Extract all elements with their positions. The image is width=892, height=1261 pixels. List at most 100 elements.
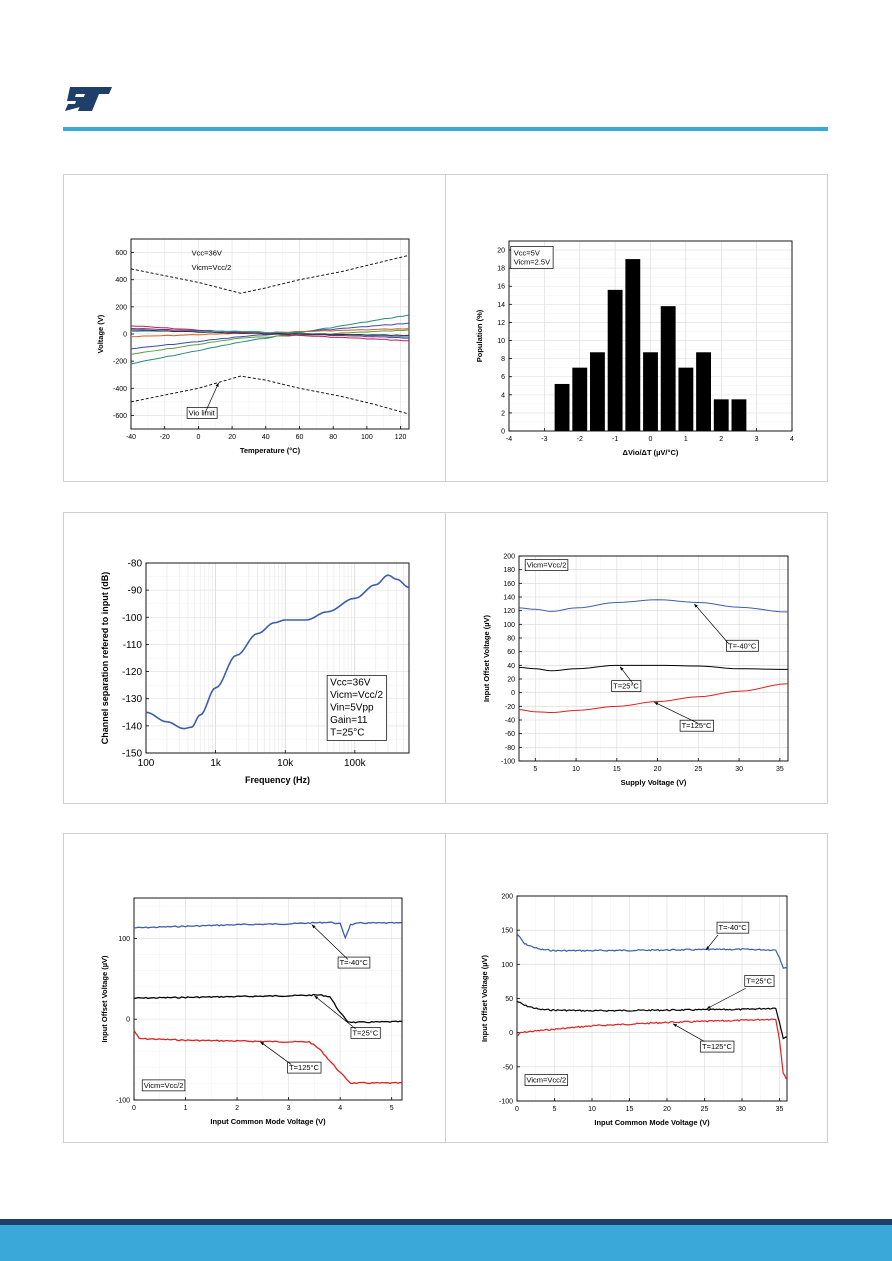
series-arrow-125	[672, 1023, 705, 1042]
x-tick-label: 25	[701, 1106, 709, 1113]
y-tick-label: 600	[115, 250, 127, 257]
footer-band-dark	[0, 1219, 892, 1225]
y-tick-label: 140	[503, 595, 515, 602]
vio-limit-lower	[130, 375, 410, 415]
y-axis-label: Channel separation refered to input (dB)	[100, 572, 110, 745]
x-tick-label: -40	[126, 434, 136, 441]
annotation-vicm-box	[524, 1074, 569, 1086]
series-label-125-box	[287, 1061, 322, 1074]
x-axis-label: ΔVio/ΔT (µV/°C)	[623, 448, 679, 457]
annotation-arrow-head	[215, 382, 219, 387]
x-tick-label: 3	[287, 1105, 291, 1112]
y-tick-label: 0	[509, 1030, 513, 1037]
x-tick-label: 15	[626, 1106, 634, 1113]
x-tick-label: 80	[329, 434, 337, 441]
x-tick-label: 100k	[344, 758, 367, 769]
x-tick-label: -4	[506, 436, 512, 443]
histogram-bar	[572, 367, 588, 431]
y-tick-label: 100	[503, 622, 515, 629]
header-rule	[63, 127, 828, 131]
histogram-bar	[554, 383, 570, 431]
series-arrow-25	[314, 995, 356, 1030]
y-axis-label: Input Offset Voltage (µV)	[480, 954, 489, 1042]
histogram-bar	[731, 399, 747, 431]
y-tick-label: 0	[126, 1017, 130, 1024]
x-tick-label: -1	[612, 436, 618, 443]
y-axis-label: Population (%)	[475, 309, 484, 362]
series-arrow-125	[260, 1041, 292, 1065]
data-series	[516, 933, 788, 969]
x-tick-label: 5	[533, 766, 537, 773]
y-axis-label: Input Offset Voltage (µV)	[100, 955, 109, 1043]
x-tick-label: 0	[196, 434, 200, 441]
annotation-arrow	[204, 382, 219, 413]
annotation-vio-limit-box	[186, 407, 218, 419]
chart-vio-vs-vicm-36v: 0 5 10 15 20 25 30 35 -100 -50 0 50 100 150 200 Input C…	[480, 894, 788, 1127]
histogram-bar	[625, 259, 641, 431]
y-tick-label: 160	[503, 581, 515, 588]
y-axis-label: Input Offset Voltage (µV)	[482, 614, 491, 702]
y-tick-label: -60	[505, 731, 515, 738]
x-tick-label: -3	[541, 436, 547, 443]
y-tick-label: 14	[497, 302, 505, 309]
annotation-vicm: Vicm=Vcc/2	[144, 1081, 184, 1090]
series-arrow-25	[706, 987, 746, 1010]
series-label-minus40: T=-40°C	[728, 641, 757, 650]
x-tick-label: 100	[138, 758, 155, 769]
x-tick-label: 0	[132, 1105, 136, 1112]
plot-frame	[133, 897, 403, 1101]
x-tick-label: 1k	[210, 758, 222, 769]
y-tick-label: 20	[507, 677, 515, 684]
annotation-conditions-box	[510, 246, 554, 269]
x-tick-label: 25	[694, 766, 702, 773]
x-tick-label: 3	[755, 436, 759, 443]
x-tick-label: 35	[776, 766, 784, 773]
annotation-vicm-box	[524, 559, 569, 571]
chart-vio-vs-supply: 5 10 15 20 25 30 35 -100 -80 -60 -40 -20 0 20 40 60 80 10…	[482, 554, 789, 787]
y-tick-label: 2	[501, 410, 505, 417]
x-tick-label: 15	[613, 766, 621, 773]
y-tick-label: -100	[499, 1099, 513, 1106]
data-series	[518, 599, 789, 613]
y-tick-label: 200	[115, 304, 127, 311]
series-label-minus40-box	[716, 921, 750, 934]
y-tick-label: -100	[122, 613, 142, 624]
y-tick-label: 150	[501, 928, 513, 935]
y-tick-label: 60	[507, 649, 515, 656]
series-label-125: T=125°C	[289, 1063, 319, 1072]
y-tick-label: -120	[122, 667, 142, 678]
y-tick-label: 10	[497, 338, 505, 345]
plot-frame	[145, 562, 410, 754]
histogram-bar	[678, 367, 694, 431]
series-arrow-25-head	[706, 1005, 711, 1009]
y-tick-label: 0	[501, 429, 505, 436]
data-series	[145, 574, 410, 730]
data-series	[130, 328, 410, 339]
y-tick-label: -130	[122, 694, 142, 705]
series-label-125-box	[679, 719, 714, 732]
y-tick-label: 12	[497, 320, 505, 327]
annotation-vicm-box	[141, 1079, 186, 1092]
panel-vio-vs-vicm-36v: 0 5 10 15 20 25 30 35 -100 -50 0 50 100 150 200 Input C…	[445, 833, 828, 1143]
series-arrow-25-head	[620, 666, 624, 671]
x-axis-label: Input Common Mode Voltage (V)	[210, 1117, 326, 1126]
x-axis-label: Temperature (°C)	[240, 446, 301, 455]
y-tick-label: 180	[503, 567, 515, 574]
y-tick-label: 80	[507, 636, 515, 643]
x-tick-label: -2	[577, 436, 583, 443]
annotation-vio-limit: Vio limit	[189, 408, 216, 417]
annotation-vicm: Vicm=Vcc/2	[527, 1076, 567, 1085]
annotation-conditions: Gain=11	[330, 715, 368, 726]
histogram-bar	[696, 352, 711, 431]
x-tick-label: 20	[663, 1106, 671, 1113]
plot-frame	[516, 895, 788, 1102]
y-tick-label: 100	[118, 936, 130, 943]
y-tick-label: 18	[497, 266, 505, 273]
x-axis-label: Frequency (Hz)	[245, 775, 310, 785]
y-tick-label: -20	[505, 704, 515, 711]
annotation-conditions: Vin=5Vpp	[330, 702, 374, 713]
y-tick-label: 0	[123, 332, 127, 339]
data-series	[518, 664, 789, 672]
panel-vio-vs-temp: -40 -20 0 20 40 60 80 100 120 -600 -400 -200 0 200 400…	[63, 174, 446, 482]
